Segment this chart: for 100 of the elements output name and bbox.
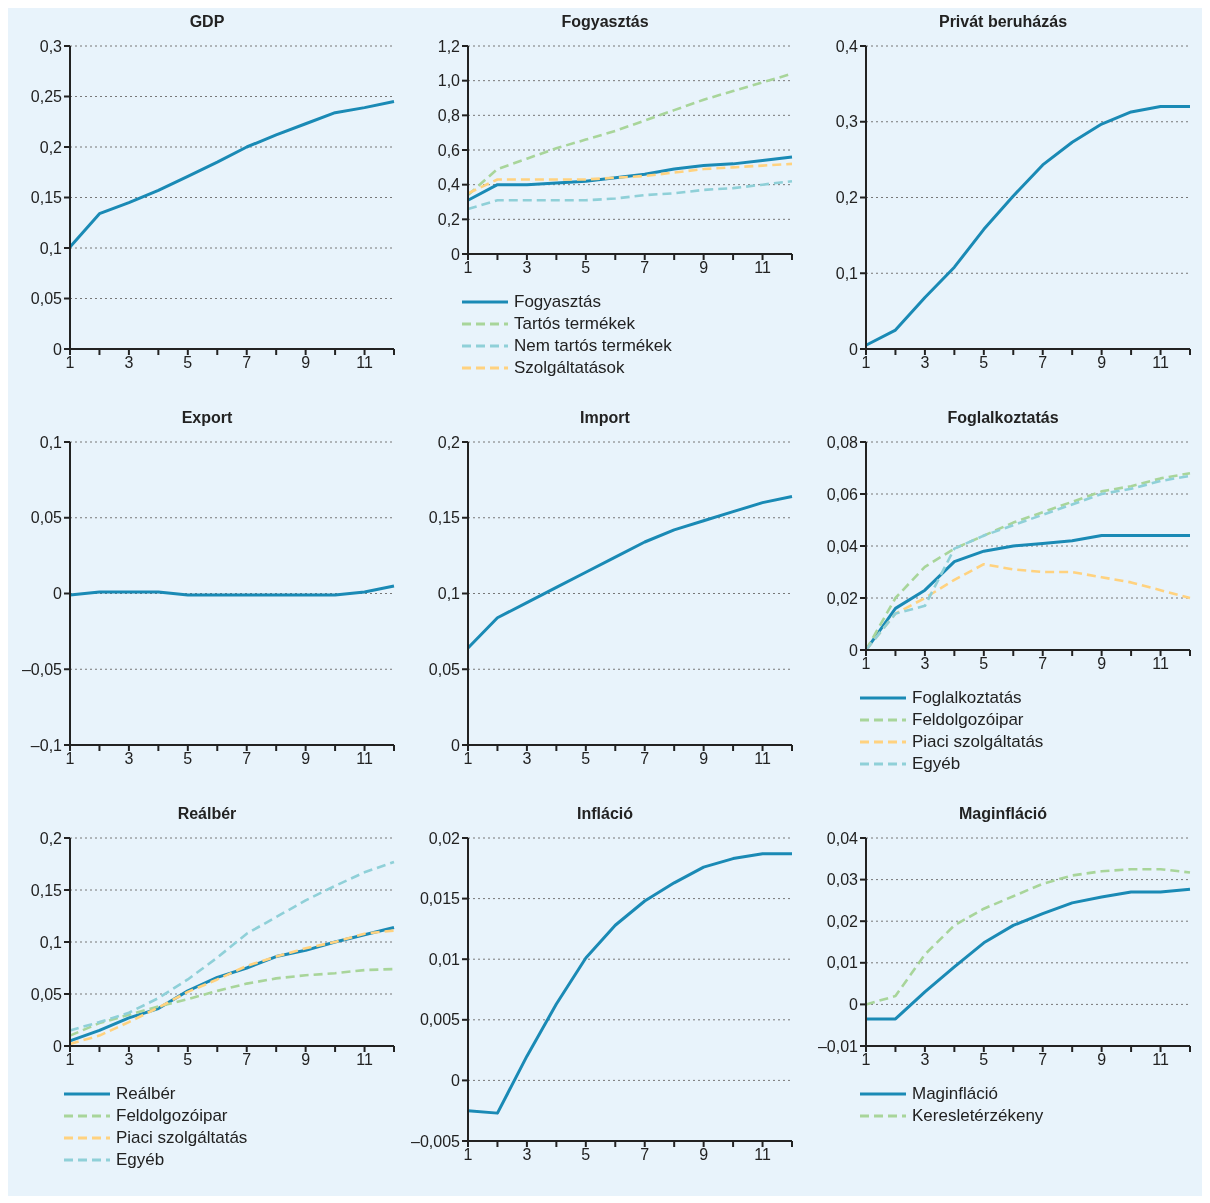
y-tick-label: 0,2 [437,211,461,229]
y-tick-label: 0,2 [437,433,461,451]
y-tick-label: 0 [849,996,859,1014]
x-tick-label: 5 [581,1146,591,1164]
x-tick-label: 9 [699,750,709,768]
line-series [466,852,794,1115]
x-tick-label: 11 [754,1146,771,1164]
x-tick-label: 9 [1097,354,1107,372]
y-tick-label: 0,1 [39,933,63,951]
y-tick-label: 0,1 [835,264,859,282]
x-tick-label: 5 [183,750,193,768]
x-tick-label: 3 [522,259,532,277]
x-tick-label: 1 [861,655,871,673]
legend-label: Nem tartós termékek [514,335,672,357]
y-tick-label: 0,1 [437,585,461,603]
y-tick-label: 0 [53,340,63,358]
y-tick-label: 0,15 [428,509,461,527]
y-tick-label: 0,2 [835,189,859,207]
chart-title: Import [579,408,631,428]
y-tick-label: 0,4 [835,37,859,55]
x-tick-label: 7 [640,1146,650,1164]
y-tick-label: –0,05 [21,660,63,678]
y-tick-label: 0,6 [437,141,461,159]
y-tick-label: 0,05 [428,660,461,678]
x-tick-label: 9 [301,354,311,372]
y-tick-label: 0 [53,1037,63,1055]
x-tick-label: 3 [124,750,134,768]
line-series [466,162,794,195]
y-tick-label: 0 [849,340,859,358]
x-tick-label: 3 [522,1146,532,1164]
x-tick-label: 1 [861,1051,871,1069]
x-tick-label: 3 [124,354,134,372]
y-tick-label: 0,01 [428,950,461,968]
y-tick-label: 0,05 [30,290,63,308]
y-tick-label: 0,02 [826,912,859,930]
legend-label: Szolgáltatások [514,357,625,379]
legend-label: Feldolgozóipar [116,1105,228,1127]
x-tick-label: 7 [1038,655,1048,673]
x-tick-label: 11 [356,354,373,372]
x-tick-label: 5 [979,1051,989,1069]
x-tick-label: 7 [1038,1051,1048,1069]
x-tick-label: 5 [183,354,193,372]
y-tick-label: 0,05 [30,509,63,527]
x-tick-label: 1 [463,750,473,768]
chart-title: Infláció [576,804,634,824]
y-tick-label: 0,1 [39,433,63,451]
legend-label: Reálbér [116,1083,176,1105]
legend-label: Piaci szolgáltatás [912,731,1044,753]
chart-title: Fogyasztás [560,12,650,32]
line-series [466,495,794,650]
legend-label: Feldolgozóipar [912,709,1024,731]
legend-label: Foglalkoztatás [912,687,1022,709]
x-tick-label: 11 [754,750,771,768]
x-tick-label: 1 [463,1146,473,1164]
x-tick-label: 7 [640,259,650,277]
y-tick-label: 0 [849,641,859,659]
x-tick-label: 7 [640,750,650,768]
y-tick-label: 0,08 [826,433,859,451]
line-series [466,155,794,202]
x-tick-label: 9 [301,750,311,768]
x-tick-label: 7 [242,750,252,768]
y-tick-label: 0,01 [826,954,859,972]
x-tick-label: 1 [65,354,75,372]
y-tick-label: –0,005 [411,1132,461,1150]
x-tick-label: 9 [1097,655,1107,673]
line-series [466,179,794,211]
y-tick-label: 0,06 [826,485,859,503]
x-tick-label: 3 [124,1051,134,1069]
x-tick-label: 3 [920,1051,930,1069]
x-tick-label: 11 [356,1051,373,1069]
y-tick-label: 0,2 [39,138,63,156]
y-tick-label: 0,02 [826,589,859,607]
y-tick-label: 0 [451,1072,461,1090]
x-tick-label: 5 [979,655,989,673]
y-tick-label: 0,15 [30,881,63,899]
x-tick-label: 9 [699,1146,709,1164]
x-tick-label: 11 [1152,1051,1169,1069]
y-tick-label: 0 [53,585,63,603]
x-tick-label: 5 [581,259,591,277]
x-tick-label: 1 [463,259,473,277]
x-tick-label: 1 [65,750,75,768]
y-tick-label: 0,005 [419,1011,461,1029]
x-tick-label: 9 [1097,1051,1107,1069]
y-tick-label: 1,2 [437,37,461,55]
x-tick-label: 3 [920,655,930,673]
y-tick-label: 0,04 [826,829,859,847]
x-tick-label: 7 [1038,354,1048,372]
y-tick-label: 0,04 [826,537,859,555]
y-tick-label: 0,25 [30,88,63,106]
x-tick-label: 5 [581,750,591,768]
line-series [68,860,396,1032]
y-tick-label: 0,02 [428,829,461,847]
line-series [864,887,1192,1021]
x-tick-label: 5 [979,354,989,372]
y-tick-label: 0,05 [30,985,63,1003]
chart-title: Export [180,408,234,428]
x-tick-label: 9 [301,1051,311,1069]
y-tick-label: 0,8 [437,107,461,125]
line-series [864,867,1192,1006]
y-tick-label: 0,015 [419,890,461,908]
